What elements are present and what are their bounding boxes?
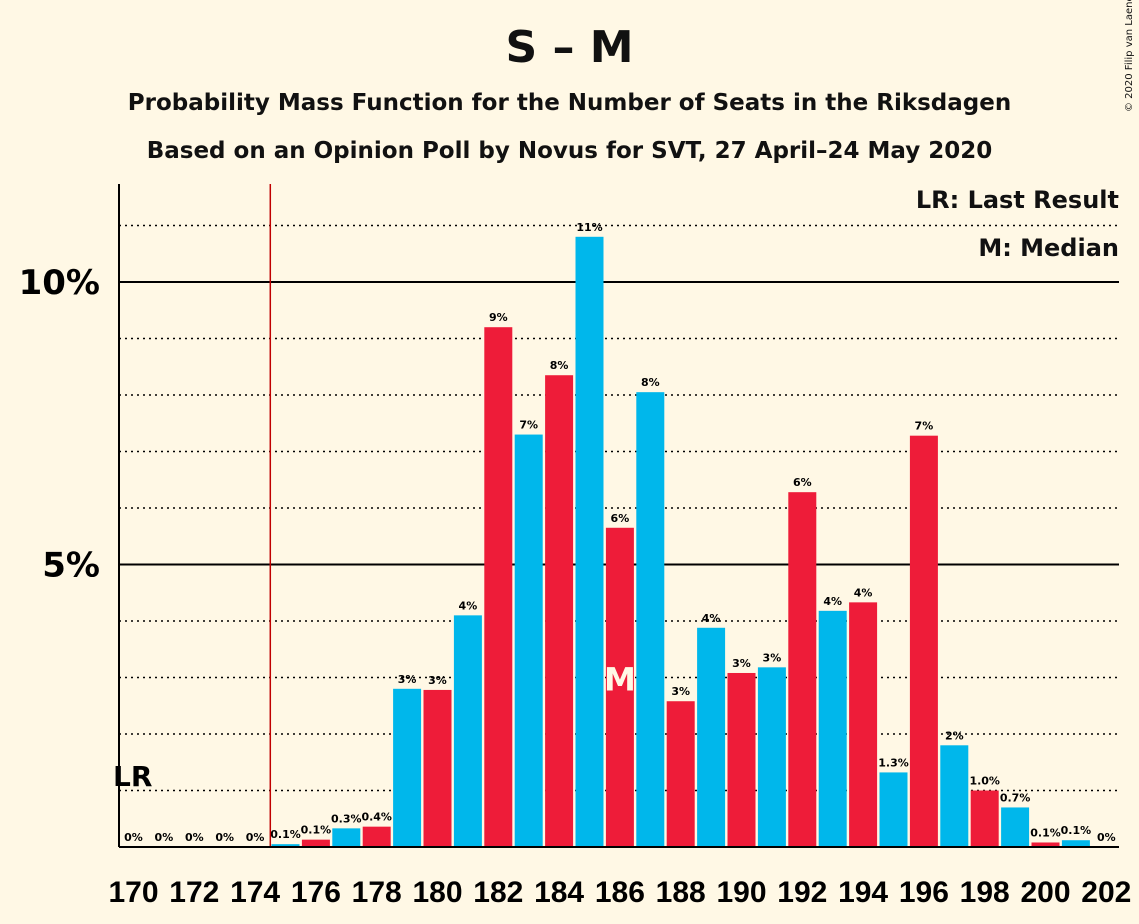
data-label-181: 4% [459, 599, 478, 612]
data-label-201: 0.1% [1061, 824, 1092, 837]
bar-181 [453, 615, 482, 847]
data-label-200: 0.1% [1030, 826, 1061, 839]
bar-182 [484, 327, 513, 847]
x-tick-label-174: 174 [230, 876, 280, 909]
data-label-199: 0.7% [1000, 791, 1031, 804]
bar-193 [818, 610, 847, 847]
x-tick-label-192: 192 [777, 876, 827, 909]
x-tick-label-170: 170 [108, 876, 158, 909]
data-label-178: 0.4% [361, 811, 392, 824]
bar-195 [879, 772, 908, 847]
chart-title: S – M [505, 22, 634, 73]
data-label-189: 4% [702, 612, 721, 625]
data-label-175: 0.1% [270, 828, 301, 841]
bar-196 [909, 435, 938, 847]
bar-187 [636, 392, 665, 847]
x-tick-label-198: 198 [960, 876, 1010, 909]
y-tick-label: 5% [42, 546, 100, 586]
bar-184 [545, 375, 574, 847]
chart-subtitle-2: Based on an Opinion Poll by Novus for SV… [146, 138, 993, 164]
legend-median: M: Median [978, 234, 1119, 262]
x-tick-label-176: 176 [291, 876, 341, 909]
x-tick-label-200: 200 [1020, 876, 1070, 909]
x-tick-label-172: 172 [169, 876, 219, 909]
bar-177 [332, 828, 361, 847]
x-tick-label-178: 178 [352, 876, 402, 909]
bar-175 [271, 844, 300, 847]
bar-197 [940, 745, 969, 847]
data-label-179: 3% [398, 673, 417, 686]
legend-last-result: LR: Last Result [915, 186, 1119, 214]
bar-199 [1001, 807, 1030, 847]
data-label-197: 2% [945, 729, 964, 742]
data-label-198: 1.0% [969, 775, 1000, 788]
bar-178 [362, 826, 391, 847]
x-tick-label-184: 184 [534, 876, 584, 909]
data-label-193: 4% [823, 595, 842, 608]
bar-191 [757, 667, 786, 847]
chart-subtitle-1: Probability Mass Function for the Number… [127, 90, 1012, 116]
data-label-176: 0.1% [301, 824, 332, 837]
bar-194 [849, 602, 878, 847]
x-tick-label-202: 202 [1081, 876, 1131, 909]
bar-200 [1031, 842, 1060, 847]
data-label-192: 6% [793, 476, 812, 489]
data-label-184: 8% [550, 359, 569, 372]
data-label-171: 0% [155, 831, 174, 844]
bar-185 [575, 236, 604, 848]
bar-192 [788, 492, 817, 847]
x-tick-label-190: 190 [716, 876, 766, 909]
x-tick-label-180: 180 [412, 876, 462, 909]
x-tick-label-186: 186 [595, 876, 645, 909]
data-label-202: 0% [1097, 831, 1116, 844]
bar-190 [727, 672, 756, 847]
data-label-190: 3% [732, 657, 751, 670]
x-tick-label-194: 194 [838, 876, 888, 909]
data-label-174: 0% [246, 831, 265, 844]
data-label-177: 0.3% [331, 812, 362, 825]
data-label-170: 0% [124, 831, 143, 844]
median-marker: M [604, 661, 636, 699]
data-label-182: 9% [489, 311, 508, 324]
data-label-195: 1.3% [878, 756, 909, 769]
bar-198 [970, 790, 999, 847]
data-label-185: 11% [576, 221, 602, 234]
bar-180 [423, 689, 452, 847]
data-label-194: 4% [854, 586, 873, 599]
bar-176 [301, 839, 330, 847]
bar-179 [393, 688, 422, 847]
data-label-180: 3% [428, 674, 447, 687]
x-tick-label-188: 188 [656, 876, 706, 909]
data-label-183: 7% [519, 419, 538, 432]
bar-189 [697, 627, 726, 847]
bar-186 [605, 527, 634, 847]
data-label-173: 0% [215, 831, 234, 844]
x-tick-label-196: 196 [899, 876, 949, 909]
bar-183 [514, 434, 543, 847]
data-label-188: 3% [671, 685, 690, 698]
bar-201 [1061, 840, 1090, 847]
data-label-186: 6% [611, 512, 630, 525]
x-tick-label-182: 182 [473, 876, 523, 909]
data-label-196: 7% [915, 420, 934, 433]
data-label-191: 3% [763, 651, 782, 664]
data-label-187: 8% [641, 376, 660, 389]
data-label-172: 0% [185, 831, 204, 844]
bar-188 [666, 701, 695, 847]
y-tick-label: 10% [19, 263, 100, 303]
